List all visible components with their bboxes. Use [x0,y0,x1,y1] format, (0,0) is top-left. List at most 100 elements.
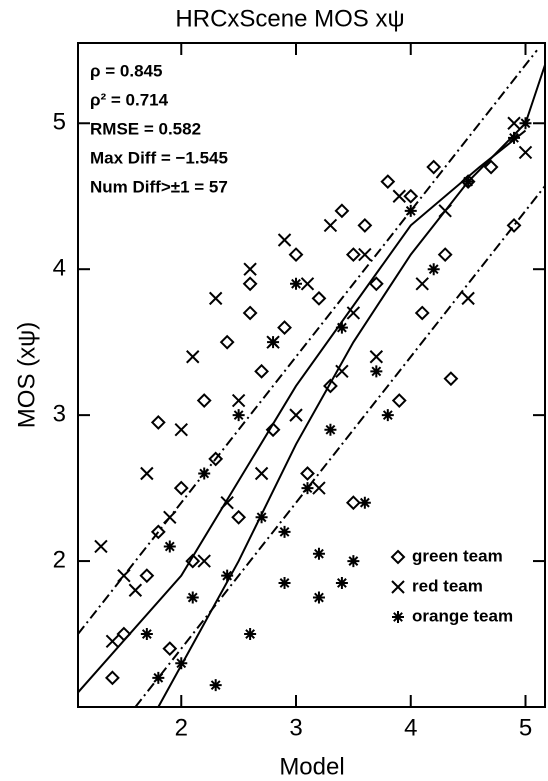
point [196,393,212,408]
point [335,321,348,334]
point [197,554,211,568]
annotation: Num Diff>±1 = 57 [90,177,228,196]
point [255,511,268,524]
x-axis-label: Model [279,753,344,780]
point [414,305,430,321]
annotation: ρ = 0.845 [90,61,162,80]
point [392,189,406,203]
point [173,480,189,496]
point [208,291,223,306]
point [150,415,166,430]
point [391,393,407,408]
x-tick-label: 5 [519,714,532,741]
annotation: ρ² = 0.714 [90,90,169,109]
plot-area [78,49,545,707]
point [243,262,257,276]
y-tick-label: 4 [53,255,66,282]
reference-line [134,185,545,707]
point [347,555,360,568]
point [185,553,201,569]
point [404,204,417,217]
point [483,159,499,175]
point [300,466,315,481]
point [150,524,166,540]
point [403,188,419,204]
point [415,277,429,291]
point [323,218,338,233]
point [324,423,337,436]
legend-label: orange team [412,606,513,625]
point [438,204,452,218]
point [139,568,155,584]
point [300,277,315,291]
point [427,263,440,276]
point [220,495,234,510]
point [267,336,280,349]
point [335,364,349,379]
point [334,203,350,219]
point [312,591,325,604]
point [198,467,211,480]
point [174,423,188,437]
point [506,218,522,233]
point [128,583,143,597]
point [140,466,154,481]
point [369,350,384,364]
point [312,547,325,560]
point [426,159,442,175]
point [254,363,270,379]
point [105,634,120,649]
legend-marker [390,549,406,565]
point [508,131,521,144]
point [370,365,383,378]
chart-title: HRCxScene MOS xψ [175,5,404,32]
point [277,233,292,247]
point [443,371,459,387]
point [242,276,258,292]
point [186,591,199,604]
point [117,568,131,583]
annotation: RMSE = 0.582 [90,119,201,138]
point [323,378,338,394]
point [289,408,303,422]
x-tick-label: 3 [289,714,302,741]
point [242,305,258,321]
point [381,409,394,422]
point [265,422,281,438]
y-tick-label: 5 [53,109,66,136]
point [462,175,475,188]
point [519,117,532,130]
point [288,247,304,263]
point [232,409,245,422]
point [290,277,303,290]
point [345,495,361,511]
point [312,481,326,495]
reference-line [157,64,545,707]
point [518,145,533,160]
point [244,628,257,641]
point [358,247,372,262]
point [163,510,177,524]
legend-label: red team [412,576,483,595]
point [301,482,314,495]
point [116,626,132,642]
y-tick-label: 2 [53,546,66,573]
point [357,218,373,233]
legend-marker [391,580,405,594]
point [219,334,235,350]
point [231,509,247,525]
y-axis-label: MOS (xψ) [13,322,40,428]
point [209,679,222,692]
point [221,569,234,582]
x-tick-label: 2 [175,714,188,741]
point [335,576,348,589]
point [162,641,178,657]
point [346,306,361,320]
point [254,466,269,481]
point [152,671,165,684]
point [461,291,475,306]
point [345,247,361,263]
legend-label: green team [412,546,503,565]
annotation: Max Diff = −1.545 [90,148,228,167]
legend-marker [392,611,404,623]
